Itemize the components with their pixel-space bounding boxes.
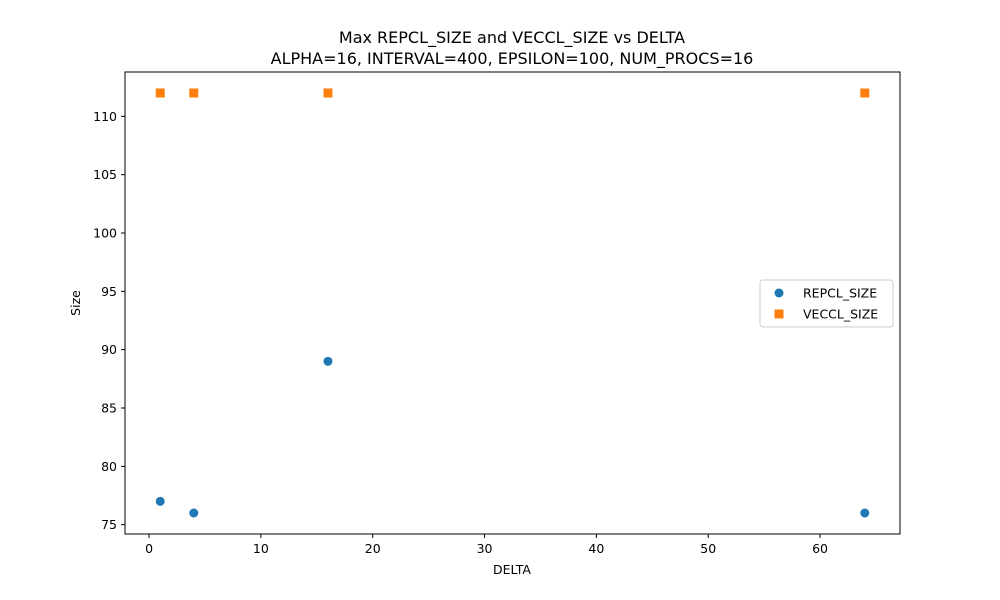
x-tick-label: 60 <box>812 541 828 556</box>
data-point-veccl-size <box>860 88 870 98</box>
x-tick-label: 10 <box>253 541 269 556</box>
legend-box <box>759 279 894 328</box>
y-tick-label: 100 <box>93 226 117 241</box>
x-tick-label: 40 <box>588 541 604 556</box>
data-point-repcl-size <box>860 508 870 518</box>
data-point-veccl-size <box>189 88 199 98</box>
y-tick-label: 90 <box>101 342 117 357</box>
y-tick-label: 85 <box>101 401 117 416</box>
x-tick-label: 50 <box>700 541 716 556</box>
y-axis-label: Size <box>68 290 83 316</box>
legend-marker-circle <box>774 288 784 298</box>
data-point-veccl-size <box>155 88 165 98</box>
axes-frame <box>124 71 901 535</box>
legend-label: VECCL_SIZE <box>803 307 878 322</box>
y-tick-label: 105 <box>93 167 117 182</box>
legend: REPCL_SIZE VECCL_SIZE <box>759 279 894 328</box>
data-point-repcl-size <box>323 356 333 366</box>
data-point-veccl-size <box>323 88 333 98</box>
x-tick-label: 30 <box>477 541 493 556</box>
x-axis-label: DELTA <box>493 562 531 577</box>
legend-marker-square <box>774 309 784 319</box>
data-point-repcl-size <box>155 496 165 506</box>
chart-subtitle: ALPHA=16, INTERVAL=400, EPSILON=100, NUM… <box>271 49 754 69</box>
y-tick-label: 95 <box>101 284 117 299</box>
y-tick-label: 80 <box>101 459 117 474</box>
legend-label: REPCL_SIZE <box>803 286 877 301</box>
x-tick-label: 20 <box>365 541 381 556</box>
chart-title: Max REPCL_SIZE and VECCL_SIZE vs DELTA <box>339 28 685 48</box>
x-tick-label: 0 <box>145 541 153 556</box>
y-tick-label: 110 <box>93 109 117 124</box>
y-tick-label: 75 <box>101 517 117 532</box>
data-point-repcl-size <box>189 508 199 518</box>
plot-area: 0 10 20 30 40 50 60 75 80 85 90 95 100 105 110 <box>93 71 901 556</box>
